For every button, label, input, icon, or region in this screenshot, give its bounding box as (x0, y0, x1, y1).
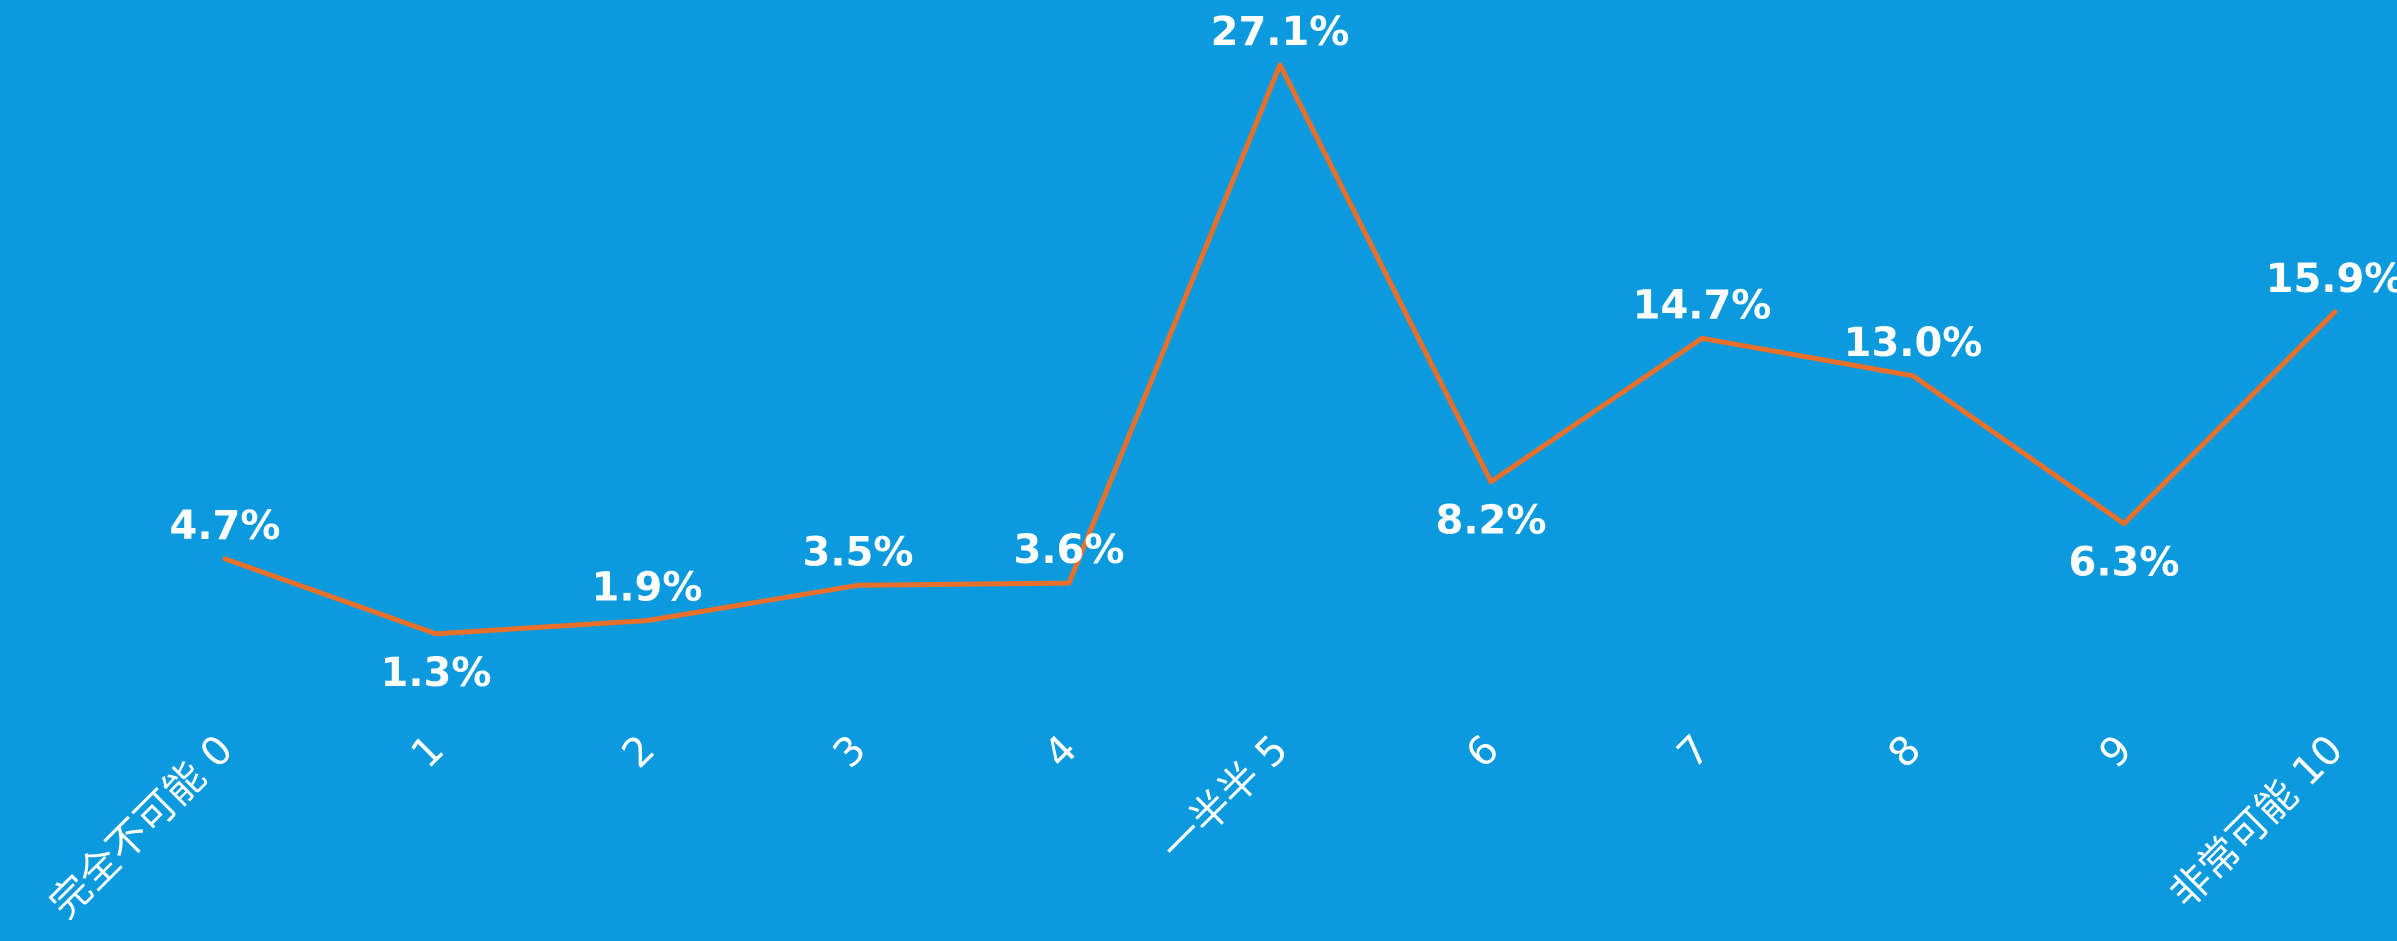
data-label: 6.3% (2069, 540, 2180, 586)
x-tick-label: 7 (1669, 727, 1720, 778)
x-tick-label: 6 (1458, 727, 1509, 778)
data-label-layer: 4.7% 1.3% 1.9% 3.5% 3.6% 27.1% 8.2% 14.7% 13.0% 6… (170, 9, 2397, 696)
data-label: 13.0% (1844, 320, 1983, 366)
x-tick-label: 8 (1880, 727, 1931, 778)
x-tick-label: 2 (614, 727, 665, 778)
data-label: 27.1% (1211, 9, 1350, 55)
x-tick-label: 1 (403, 727, 454, 778)
data-label: 3.6% (1014, 527, 1125, 573)
data-label: 15.9% (2266, 256, 2397, 302)
data-label: 1.9% (592, 565, 703, 611)
x-axis-tick-layer: 完全不可能 0 1 2 3 4 一半半 5 6 7 8 9 非常可能 10 (41, 727, 2352, 928)
x-tick-label: 4 (1036, 727, 1087, 778)
series-line-layer (222, 62, 2338, 637)
x-tick-label: 一半半 5 (1153, 727, 1297, 871)
x-tick-label: 完全不可能 0 (41, 727, 242, 928)
data-label: 3.5% (803, 529, 914, 575)
x-tick-label: 3 (825, 727, 876, 778)
x-tick-label: 非常可能 10 (2161, 727, 2352, 918)
data-label: 8.2% (1436, 498, 1547, 544)
data-label: 14.7% (1633, 282, 1772, 328)
data-label: 4.7% (170, 503, 281, 549)
x-tick-label: 9 (2091, 727, 2142, 778)
data-label: 1.3% (381, 650, 492, 696)
series-line (222, 62, 2338, 637)
